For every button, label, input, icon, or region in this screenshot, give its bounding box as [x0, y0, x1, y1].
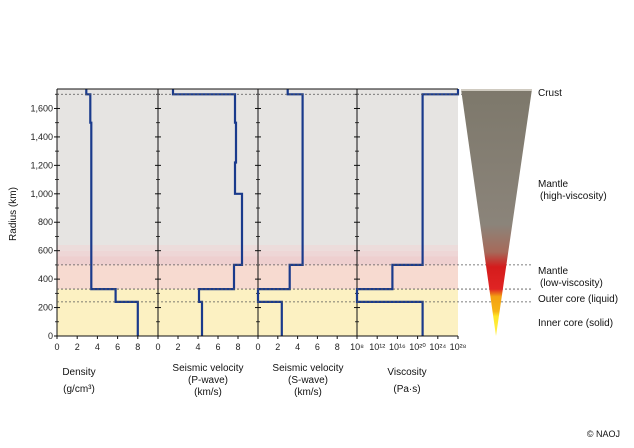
panel-unit-density: (g/cm³) — [63, 384, 95, 395]
x-tick-label: 10²⁸ — [450, 342, 467, 352]
x-tick-label: 10¹⁶ — [389, 342, 406, 352]
panel-title-density: Density — [62, 367, 95, 378]
cone-shape — [461, 89, 532, 336]
y-axis: 0 200 400 600 800 1,000 1,200 1,400 1,600 — [30, 103, 53, 341]
x-tick-label: 10²⁰ — [409, 342, 426, 352]
x-tick-label: 10⁸ — [350, 342, 364, 352]
y-tick-label: 600 — [38, 246, 53, 256]
profile-panels: 0 2 4 6 8 0 2 4 6 8 0 2 4 6 8 10⁸ 10¹² 10¹⁶ 10²⁰ 10²⁴ 10²⁸ — [54, 88, 467, 352]
layer-labels: Crust Mantle (high-viscosity) Mantle (lo… — [538, 88, 618, 329]
y-axis-title: Radius (km) — [8, 187, 19, 241]
x-tick-label: 4 — [195, 342, 200, 352]
layer-label-crust: Crust — [538, 88, 562, 99]
y-tick-label: 1,200 — [30, 160, 53, 170]
panel-titles: Density (g/cm³) Seismic velocity (P-wave… — [62, 363, 426, 398]
y-tick-label: 800 — [38, 217, 53, 227]
layer-label-inner-core: Inner core (solid) — [538, 318, 613, 329]
layer-label-mantle-high: Mantle — [538, 179, 568, 190]
x-tick-label: 6 — [315, 342, 320, 352]
x-tick-label: 0 — [54, 342, 59, 352]
y-tick-label: 1,400 — [30, 132, 53, 142]
layer-label-outer-core: Outer core (liquid) — [538, 294, 618, 305]
y-tick-label: 400 — [38, 274, 53, 284]
x-tick-label: 6 — [115, 342, 120, 352]
y-tick-label: 1,000 — [30, 189, 53, 199]
x-tick-label: 8 — [235, 342, 240, 352]
x-tick-label: 4 — [295, 342, 300, 352]
x-tick-label: 10²⁴ — [429, 342, 446, 352]
panel-unit-viscosity: (Pa·s) — [393, 384, 420, 395]
panel-subtitle-s-wave: (S-wave) — [288, 375, 328, 386]
x-tick-label: 0 — [155, 342, 160, 352]
copyright-notice: © NAOJ — [587, 429, 620, 439]
panel-unit-s-wave: (km/s) — [294, 387, 322, 398]
panel-title-s-wave: Seismic velocity — [272, 363, 343, 374]
moon-cross-section-cone — [461, 89, 532, 336]
layer-boundary-lines — [57, 93, 532, 303]
x-tick-label: 4 — [95, 342, 100, 352]
y-tick-label: 1,600 — [30, 103, 53, 113]
x-tick-label: 8 — [135, 342, 140, 352]
panel-subtitle-p-wave: (P-wave) — [188, 375, 228, 386]
panel-title-p-wave: Seismic velocity — [172, 363, 243, 374]
x-tick-label: 6 — [215, 342, 220, 352]
y-tick-label: 200 — [38, 303, 53, 313]
x-tick-label: 2 — [275, 342, 280, 352]
layer-sublabel-mantle-high: (high-viscosity) — [540, 191, 607, 202]
x-tick-label: 2 — [175, 342, 180, 352]
layer-label-mantle-low: Mantle — [538, 266, 568, 277]
layer-sublabel-mantle-low: (low-viscosity) — [540, 278, 603, 289]
x-tick-label: 8 — [335, 342, 340, 352]
profile-line-1 — [171, 89, 244, 336]
x-tick-label: 10¹² — [369, 342, 385, 352]
y-tick-label: 0 — [48, 331, 53, 341]
x-tick-label: 2 — [75, 342, 80, 352]
panel-title-viscosity: Viscosity — [387, 367, 426, 378]
x-tick-label: 0 — [255, 342, 260, 352]
panel-unit-p-wave: (km/s) — [194, 387, 222, 398]
